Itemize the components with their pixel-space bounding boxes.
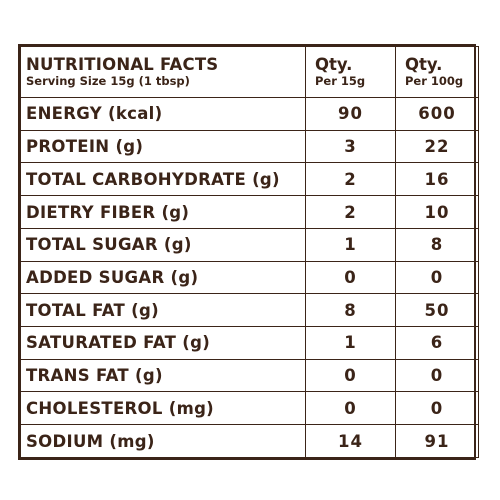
nutrient-label: TOTAL FAT (g) (20, 293, 306, 328)
value-per-15g: 3 (305, 129, 396, 164)
value-per-100g: 0 (395, 358, 479, 393)
value-per-15g: 1 (305, 227, 396, 262)
nutrient-label: CHOLESTEROL (mg) (20, 391, 306, 426)
table-row: SATURATED FAT (g) 1 6 (20, 326, 479, 360)
value-per-15g: 0 (305, 391, 396, 426)
value-per-15g: 2 (305, 195, 396, 229)
nutrient-label: PROTEIN (g) (20, 129, 306, 164)
nutrient-label: TRANS FAT (g) (20, 358, 306, 393)
nutrient-label: TOTAL CARBOHYDRATE (g) (20, 162, 306, 197)
table-row: ENERGY (kcal) 90 600 (20, 97, 479, 131)
value-per-15g: 90 (305, 97, 396, 131)
table-row: DIETRY FIBER (g) 2 10 (20, 195, 479, 229)
header-per-15g: Qty. Per 15g (305, 46, 396, 98)
value-per-15g: 8 (305, 293, 396, 328)
table-row: SODIUM (mg) 14 91 (20, 424, 479, 458)
value-per-15g: 2 (305, 162, 396, 197)
nutrition-table: NUTRITIONAL FACTS Serving Size 15g (1 tb… (20, 46, 479, 458)
nutrient-label: TOTAL SUGAR (g) (20, 227, 306, 262)
nutrition-facts-panel: NUTRITIONAL FACTS Serving Size 15g (1 tb… (18, 44, 479, 460)
value-per-15g: 1 (305, 326, 396, 360)
nutrient-label: SODIUM (mg) (20, 424, 306, 458)
table-title: NUTRITIONAL FACTS (26, 55, 219, 74)
value-per-100g: 91 (395, 424, 479, 458)
serving-size: Serving Size 15g (1 tbsp) (26, 74, 190, 88)
value-per-100g: 10 (395, 195, 479, 229)
header-title-cell: NUTRITIONAL FACTS Serving Size 15g (1 tb… (20, 46, 306, 98)
table-row: TOTAL FAT (g) 8 50 (20, 293, 479, 328)
value-per-15g: 0 (305, 260, 396, 295)
per-100g-label: Per 100g (405, 74, 464, 88)
table-row: ADDED SUGAR (g) 0 0 (20, 260, 479, 295)
value-per-100g: 50 (395, 293, 479, 328)
table-row: TOTAL CARBOHYDRATE (g) 2 16 (20, 162, 479, 197)
nutrient-label: DIETRY FIBER (g) (20, 195, 306, 229)
nutrient-label: SATURATED FAT (g) (20, 326, 306, 360)
value-per-15g: 0 (305, 358, 396, 393)
table-row: TOTAL SUGAR (g) 1 8 (20, 227, 479, 262)
value-per-100g: 22 (395, 129, 479, 164)
table-row: TRANS FAT (g) 0 0 (20, 358, 479, 393)
qty-label-15g: Qty. (315, 55, 353, 74)
table-row: PROTEIN (g) 3 22 (20, 129, 479, 164)
nutrient-label: ENERGY (kcal) (20, 97, 306, 131)
value-per-100g: 0 (395, 260, 479, 295)
value-per-100g: 8 (395, 227, 479, 262)
value-per-100g: 0 (395, 391, 479, 426)
value-per-100g: 600 (395, 97, 479, 131)
value-per-100g: 16 (395, 162, 479, 197)
value-per-100g: 6 (395, 326, 479, 360)
qty-label-100g: Qty. (405, 55, 443, 74)
per-15g-label: Per 15g (315, 74, 366, 88)
value-per-15g: 14 (305, 424, 396, 458)
table-header-row: NUTRITIONAL FACTS Serving Size 15g (1 tb… (20, 46, 479, 98)
table-row: CHOLESTEROL (mg) 0 0 (20, 391, 479, 426)
header-per-100g: Qty. Per 100g (395, 46, 479, 98)
nutrient-label: ADDED SUGAR (g) (20, 260, 306, 295)
